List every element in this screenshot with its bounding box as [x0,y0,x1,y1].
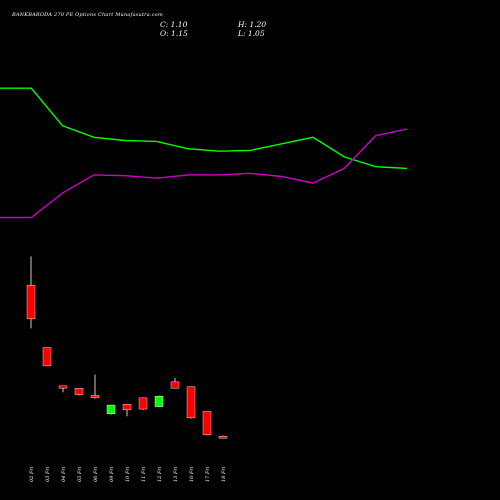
high-readout: H: 1.20 [238,20,267,29]
x-tick-label-9: 12 Fri [157,466,163,482]
series-line-2 [0,128,408,219]
x-tick-label-3: 04 Fri [61,466,67,482]
x-tick-label-10: 13 Fri [173,466,179,482]
x-tick-label-6: 09 Fri [109,466,115,482]
candle-body-4 [74,388,84,395]
candle-body-8 [138,397,148,410]
close-readout: C: 1.10 [160,20,188,29]
candle-body-9 [154,396,164,407]
candle-body-5 [90,395,100,399]
candle-body-2 [42,347,52,367]
x-tick-label-11: 16 Fri [189,466,195,482]
low-readout: L: 1.05 [238,29,265,38]
x-tick-label-7: 10 Fri [125,466,131,482]
x-tick-label-5: 06 Fri [93,466,99,482]
x-tick-label-4: 05 Fri [77,466,83,482]
x-tick-label-1: 02 Fri [29,466,35,482]
series-line-1 [0,87,407,170]
candle-body-7 [122,404,132,411]
candle-body-3 [58,385,68,389]
open-readout: O: 1.15 [160,29,188,38]
x-tick-label-12: 17 Fri [205,466,211,482]
x-tick-label-2: 03 Fri [45,466,51,482]
x-tick-label-8: 11 Fri [141,466,147,482]
candle-body-13 [218,436,228,439]
candle-body-1 [26,284,36,319]
candle-body-10 [170,381,180,389]
candle-body-11 [186,386,196,419]
x-tick-label-13: 18 Fri [221,466,227,482]
candle-body-12 [202,411,212,435]
chart-title: BANKBARODA 270 PE Options Chart Munafasu… [12,12,163,18]
candle-body-6 [106,404,116,415]
